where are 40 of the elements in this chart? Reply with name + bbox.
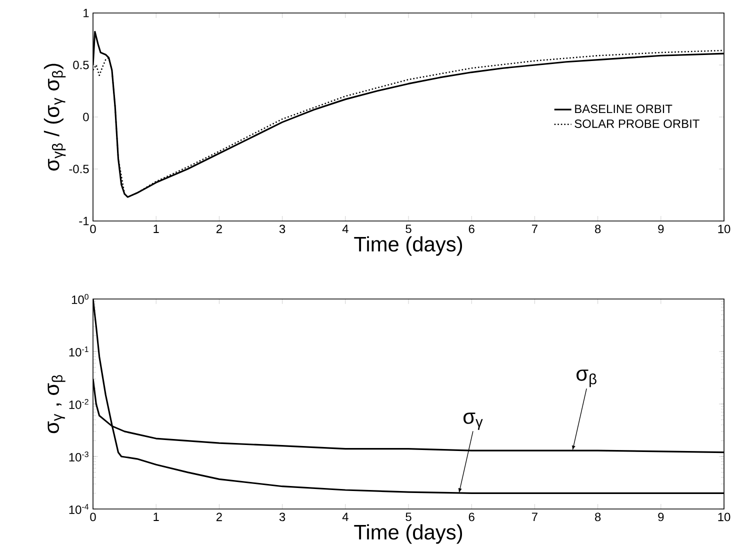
x-tick-label: 10 xyxy=(718,512,730,522)
x-tick-label: 6 xyxy=(468,512,474,522)
x-tick-label: 0 xyxy=(90,512,96,522)
x-tick-label: 7 xyxy=(532,512,538,521)
x-tick-label: 3 xyxy=(279,512,286,522)
x-tick-label: 1 xyxy=(154,512,159,521)
y-tick-label: 10$^{0}$ xyxy=(72,294,88,304)
annotation: σ$_{β}$ xyxy=(576,370,596,388)
legend-label: SOLAR PROBE ORBIT xyxy=(574,119,700,128)
x-tick-label: 9 xyxy=(658,224,664,234)
y-tick-label: 0.5 xyxy=(73,60,89,70)
y-axis-title: σ$_{γβ}$ / (σ$_{γ}$ σ$_{β}$) xyxy=(44,64,66,171)
legend-label: BASELINE ORBIT xyxy=(575,104,672,114)
y-tick-label: -0.5 xyxy=(69,164,89,174)
y-tick-label: 10$^{-2}$ xyxy=(69,398,88,409)
x-tick-label: 6 xyxy=(468,224,474,234)
y-tick-label: 10$^{-4}$ xyxy=(69,504,89,514)
x-tick-label: 4 xyxy=(342,224,348,233)
x-tick-label: 2 xyxy=(216,512,222,522)
y-axis-title: σ$_{γ}$ , σ$_{β}$ xyxy=(48,375,66,434)
x-tick-label: 5 xyxy=(406,224,412,234)
x-tick-label: 0 xyxy=(90,224,96,234)
x-tick-label: 9 xyxy=(658,512,664,522)
x-tick-label: 3 xyxy=(279,224,286,234)
x-tick-label: 4 xyxy=(342,512,348,521)
y-tick-label: -1 xyxy=(79,216,89,226)
x-tick-label: 1 xyxy=(154,224,159,233)
x-tick-label: 2 xyxy=(216,224,222,234)
x-axis-title: Time (days) xyxy=(354,236,462,256)
x-tick-label: 5 xyxy=(406,512,412,522)
y-tick-label: 10$^{-1}$ xyxy=(69,346,88,356)
x-tick-label: 8 xyxy=(594,224,601,234)
x-tick-label: 10 xyxy=(718,224,730,234)
x-tick-label: 8 xyxy=(595,512,601,522)
x-tick-label: 7 xyxy=(532,224,538,233)
y-tick-label: 10$^{-3}$ xyxy=(69,451,88,462)
x-axis-title: Time (days) xyxy=(354,524,462,544)
y-tick-label: 1 xyxy=(84,8,89,18)
annotation: σ$_{γ}$ xyxy=(463,412,483,430)
y-tick-label: 0 xyxy=(83,112,89,122)
